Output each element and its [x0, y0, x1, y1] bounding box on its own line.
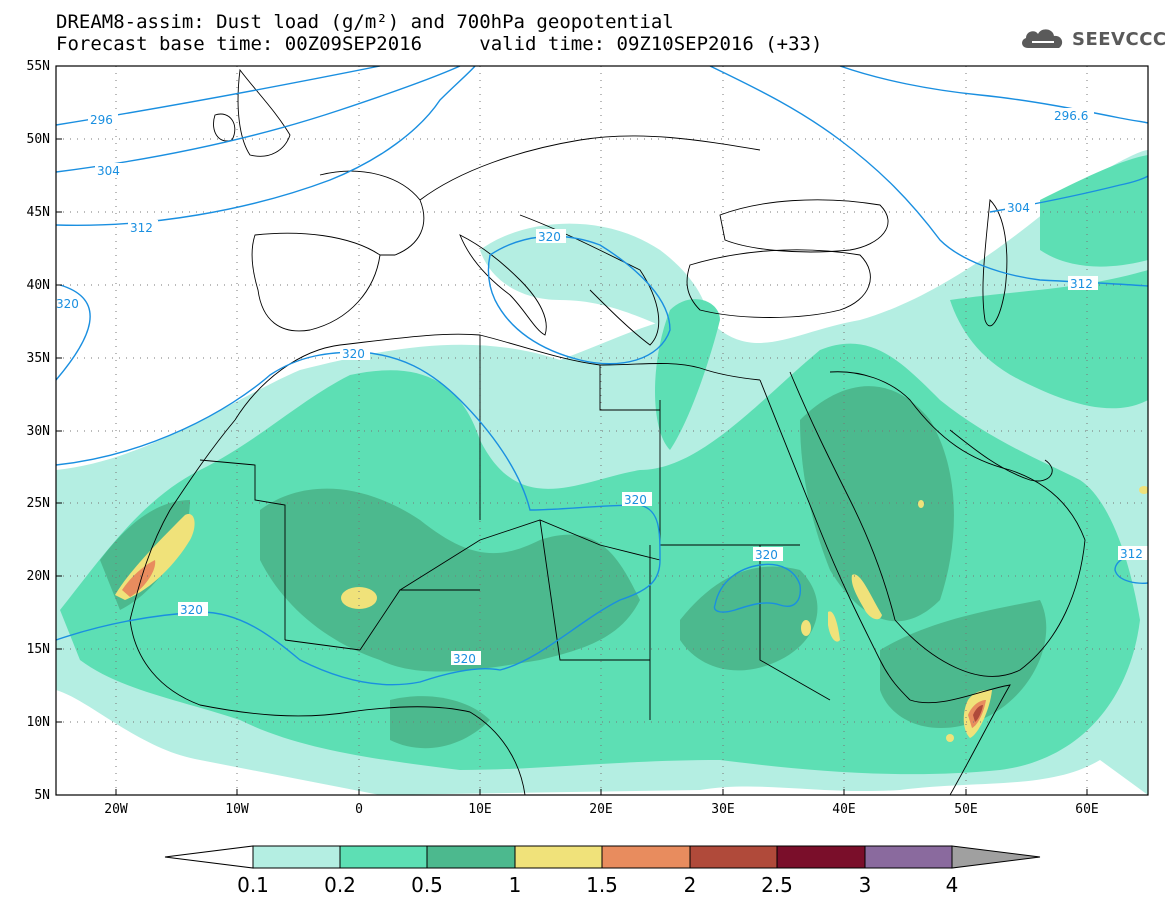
contour-labels: 296 304 312 320 320 320 320 320 320 312 … [56, 108, 1148, 666]
map-title: DREAM8-assim: Dust load (g/m²) and 700hP… [56, 11, 674, 33]
y-tick-label: 35N [27, 351, 50, 366]
y-axis-labels: 55N 50N 45N 40N 35N 30N 25N 20N 15N 10N … [27, 59, 50, 803]
y-tick-label: 10N [27, 715, 50, 730]
dust-level-0-5 [100, 386, 1047, 749]
contour-label: 304 [97, 164, 120, 178]
map-subtitle: Forecast base time: 00Z09SEP2016 valid t… [56, 34, 822, 54]
x-tick-label: 50E [954, 802, 977, 817]
colorbar-swatch [252, 845, 341, 869]
x-tick-label: 30E [711, 802, 734, 817]
contour-label: 320 [56, 297, 79, 311]
colorbar-label: 0.1 [237, 873, 269, 897]
colorbar-swatch [689, 845, 778, 869]
contour-label: 320 [342, 347, 365, 361]
x-tick-label: 20W [104, 802, 128, 817]
contour-label: 296 [90, 113, 113, 127]
colorbar-swatch [601, 845, 691, 869]
cloud-icon [1022, 29, 1063, 48]
seevccc-logo: SEEVCCC [1018, 26, 1165, 52]
x-tick-label: 10E [468, 802, 491, 817]
colorbar-label: 1.5 [586, 873, 618, 897]
y-tick-label: 50N [27, 132, 50, 147]
y-tick-label: 45N [27, 205, 50, 220]
colorbar-swatch [426, 845, 516, 869]
y-tick-label: 40N [27, 278, 50, 293]
map-gridlines [56, 66, 1148, 795]
x-tick-label: 10W [225, 802, 249, 817]
contour-label: 320 [755, 548, 778, 562]
colorbar-label: 1 [509, 873, 522, 897]
contour-label: 312 [130, 221, 153, 235]
x-axis-labels: 20W 10W 0 10E 20E 30E 40E 50E 60E [104, 802, 1098, 817]
contour-label: 320 [624, 493, 647, 507]
contour-label: 312 [1070, 277, 1093, 291]
axis-ticks [56, 65, 1088, 796]
coastlines-borders [129, 68, 1086, 795]
contour-label: 304 [1007, 201, 1030, 215]
base-time-label: Forecast base time: 00Z09SEP2016 [56, 33, 423, 55]
colorbar-swatch [776, 845, 866, 869]
colorbar-label: 0.5 [411, 873, 443, 897]
colorbar-label: 2 [684, 873, 697, 897]
colorbar-under-triangle [164, 845, 254, 869]
contour-label: 320 [453, 652, 476, 666]
colorbar-label: 3 [859, 873, 872, 897]
colorbar-over-triangle [951, 845, 1041, 869]
colorbar: 0.1 0.2 0.5 1 1.5 2 2.5 3 4 [164, 845, 1041, 897]
contour-label: 296.6 [1054, 109, 1088, 123]
x-tick-label: 20E [589, 802, 612, 817]
colorbar-swatch [339, 845, 428, 869]
x-tick-label: 60E [1075, 802, 1098, 817]
contour-label: 320 [180, 603, 203, 617]
colorbar-label: 4 [946, 873, 959, 897]
valid-time-label: valid time: 09Z10SEP2016 (+33) [479, 33, 823, 55]
colorbar-swatch [864, 845, 953, 869]
colorbar-label: 2.5 [761, 873, 793, 897]
y-tick-label: 25N [27, 496, 50, 511]
contour-label: 320 [538, 230, 561, 244]
colorbar-label: 0.2 [324, 873, 356, 897]
x-tick-label: 40E [832, 802, 855, 817]
y-tick-label: 5N [34, 788, 50, 803]
colorbar-swatch [514, 845, 603, 869]
logo-text: SEEVCCC [1072, 28, 1165, 50]
y-tick-label: 55N [27, 59, 50, 74]
y-tick-label: 30N [27, 424, 50, 439]
x-tick-label: 0 [355, 802, 363, 817]
y-tick-label: 20N [27, 569, 50, 584]
y-tick-label: 15N [27, 642, 50, 657]
contour-label: 312 [1120, 547, 1143, 561]
dust-level-2 [973, 705, 983, 722]
